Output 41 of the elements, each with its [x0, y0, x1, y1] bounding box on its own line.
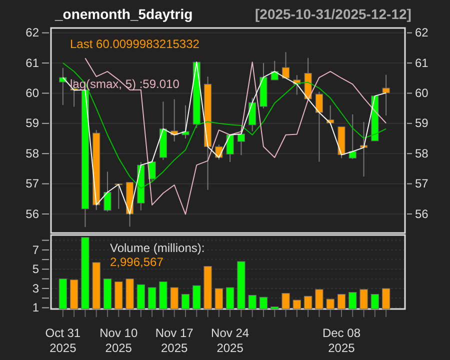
chart-title: _onemonth_5daytrig [54, 6, 193, 22]
y-tick-label: 57 [26, 176, 40, 191]
candlestick [382, 74, 390, 116]
annotation: Last 60.0099983215332 [70, 37, 200, 51]
y-tick-label: 58 [26, 146, 40, 160]
y-tick-label: 62 [26, 26, 40, 40]
y-tick-label: 3 [32, 281, 40, 296]
candlestick [282, 52, 290, 79]
y2-tick-label: 61 [415, 56, 429, 70]
y-tick-label: 59 [26, 116, 40, 130]
chart-subtitle: [2025-10-31/2025-12-12] [255, 6, 412, 22]
y2-tick-label: 57 [415, 176, 429, 191]
y2-tick-label: 60 [415, 86, 429, 100]
x-tick-label: Nov 10 2025 [100, 326, 138, 355]
y-tick-label: 61 [26, 56, 40, 70]
line-series [62, 62, 387, 189]
annotation: 2,996,567 [110, 255, 164, 269]
y-tick-label: 56 [26, 206, 40, 221]
candlestick [104, 171, 112, 212]
candlestick [182, 104, 190, 139]
candlestick [59, 67, 67, 106]
x-tick-label: Oct 31 2025 [45, 326, 81, 355]
annotation: Volume (millions): [110, 241, 205, 255]
x-tick-label: Dec 08 2025 [322, 326, 361, 355]
candlestick [248, 97, 256, 132]
y-tick-label: 60 [26, 86, 40, 100]
y2-tick-label: 56 [415, 206, 429, 221]
x-tick-label: Nov 24 2025 [211, 326, 250, 355]
y2-tick-label: 62 [415, 26, 429, 40]
y-tick-label: 1 [32, 300, 40, 315]
candlestick [348, 114, 356, 160]
candlestick [270, 60, 278, 80]
candlestick [315, 91, 323, 162]
y-tick-label: 5 [32, 262, 40, 276]
y-tick-label: 7 [32, 242, 40, 257]
candlestick [360, 121, 368, 178]
y2-tick-label: 58 [415, 146, 429, 160]
candlestick [237, 130, 246, 156]
y2-tick-label: 59 [415, 116, 429, 130]
candlestick [226, 134, 234, 163]
x-tick-label: Nov 17 2025 [155, 326, 194, 355]
